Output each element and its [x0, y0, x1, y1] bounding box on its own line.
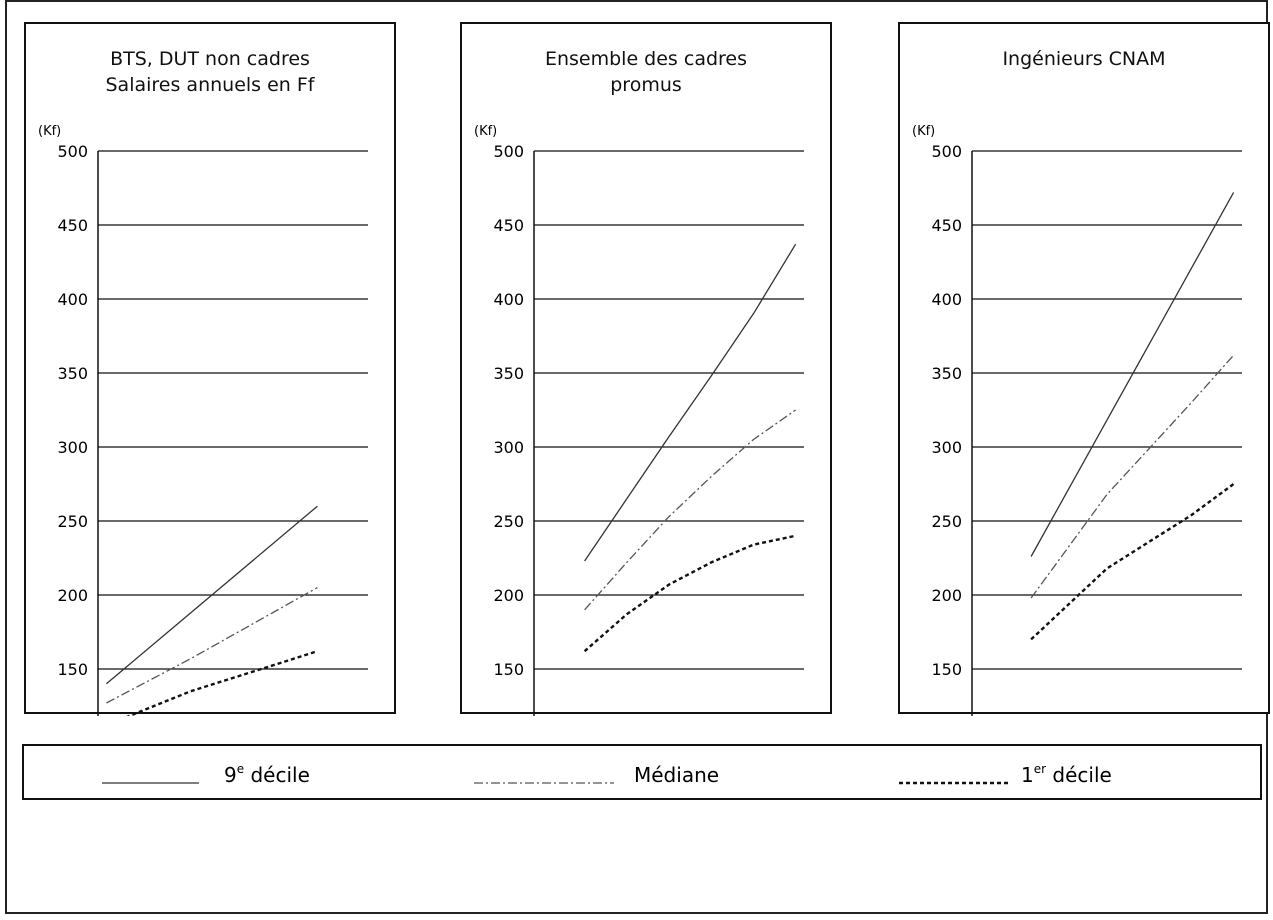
series-line-m-diane [584, 409, 796, 611]
y-axis-unit-label: (Kf) [474, 124, 497, 139]
y-tick-label-500: 500 [493, 142, 524, 161]
chart-svg: (Kf)100150200250300350400450500253035404… [912, 124, 1242, 716]
y-tick-label-400: 400 [493, 290, 524, 309]
y-tick-label-150: 150 [57, 660, 88, 679]
series-line-1er-d-cile [583, 534, 796, 653]
series-line-m-diane [106, 587, 318, 704]
chart-title: Ingénieurs CNAM [1002, 48, 1166, 70]
y-tick-label-300: 300 [57, 438, 88, 457]
y-tick-label-300: 300 [931, 438, 962, 457]
y-tick-label-150: 150 [931, 660, 962, 679]
y-tick-label-500: 500 [931, 142, 962, 161]
chart-title: BTS, DUT non cadres Salaires annuels en … [105, 48, 315, 96]
y-tick-label-350: 350 [931, 364, 962, 383]
chart-legend: 9e décile Médiane 1er décile [22, 744, 1262, 800]
series-line-9e-d-cile [1030, 192, 1235, 557]
y-tick-label-350: 350 [57, 364, 88, 383]
legend-label-9e-d-cile: 9e décile [224, 762, 310, 787]
series-line-9e-d-cile [105, 505, 318, 685]
chart-svg: (Kf)100150200250300350400450500253035404… [474, 124, 804, 716]
legend-svg: 9e décile Médiane 1er décile [102, 762, 1112, 787]
legend-label-m-diane: Médiane [634, 763, 719, 787]
y-tick-label-450: 450 [493, 216, 524, 235]
series-line-m-diane [1030, 354, 1235, 599]
series-line-9e-d-cile [584, 243, 797, 562]
y-tick-label-250: 250 [493, 512, 524, 531]
y-axis-unit-label: (Kf) [38, 124, 61, 139]
y-tick-label-500: 500 [57, 142, 88, 161]
chart-panel-cadres-promus: Ensemble des cadres promus (Kf)100150200… [460, 22, 832, 716]
y-tick-label-450: 450 [931, 216, 962, 235]
y-tick-label-450: 450 [57, 216, 88, 235]
y-tick-label-250: 250 [931, 512, 962, 531]
y-tick-label-400: 400 [931, 290, 962, 309]
series-line-1er-d-cile [1030, 483, 1235, 641]
y-tick-label-400: 400 [57, 290, 88, 309]
chart-title: Ensemble des cadres promus [544, 48, 748, 96]
y-tick-label-200: 200 [493, 586, 524, 605]
y-tick-label-300: 300 [493, 438, 524, 457]
series-line-1er-d-cile [126, 650, 318, 716]
y-axis-unit-label: (Kf) [912, 124, 935, 139]
legend-label-1er-d-cile: 1er décile [1021, 762, 1112, 787]
y-tick-label-350: 350 [493, 364, 524, 383]
y-tick-label-200: 200 [57, 586, 88, 605]
y-tick-label-150: 150 [493, 660, 524, 679]
chart-svg: (Kf)100150200250300350400450500253035404… [38, 124, 368, 716]
y-tick-label-250: 250 [57, 512, 88, 531]
y-tick-label-200: 200 [931, 586, 962, 605]
chart-panel-bts-dut: BTS, DUT non cadres Salaires annuels en … [24, 22, 396, 716]
chart-panel-ingenieurs-cnam: Ingénieurs CNAM (Kf)10015020025030035040… [898, 22, 1270, 716]
